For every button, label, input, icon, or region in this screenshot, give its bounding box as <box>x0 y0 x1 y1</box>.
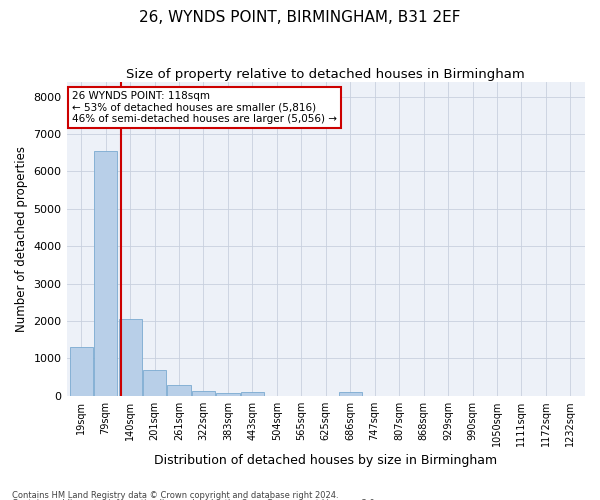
Text: Contains HM Land Registry data © Crown copyright and database right 2024.: Contains HM Land Registry data © Crown c… <box>12 490 338 500</box>
Bar <box>167 385 191 396</box>
Bar <box>70 347 93 396</box>
Text: 26 WYNDS POINT: 118sqm
← 53% of detached houses are smaller (5,816)
46% of semi-: 26 WYNDS POINT: 118sqm ← 53% of detached… <box>72 91 337 124</box>
Bar <box>119 319 142 396</box>
Text: Contains public sector information licensed under the Open Government Licence v3: Contains public sector information licen… <box>12 499 377 500</box>
Bar <box>241 392 264 396</box>
Bar <box>94 151 117 396</box>
Y-axis label: Number of detached properties: Number of detached properties <box>15 146 28 332</box>
Bar <box>143 370 166 396</box>
Bar <box>338 392 362 396</box>
Title: Size of property relative to detached houses in Birmingham: Size of property relative to detached ho… <box>127 68 525 80</box>
Bar <box>192 391 215 396</box>
Bar <box>217 393 239 396</box>
Text: 26, WYNDS POINT, BIRMINGHAM, B31 2EF: 26, WYNDS POINT, BIRMINGHAM, B31 2EF <box>139 10 461 25</box>
X-axis label: Distribution of detached houses by size in Birmingham: Distribution of detached houses by size … <box>154 454 497 468</box>
